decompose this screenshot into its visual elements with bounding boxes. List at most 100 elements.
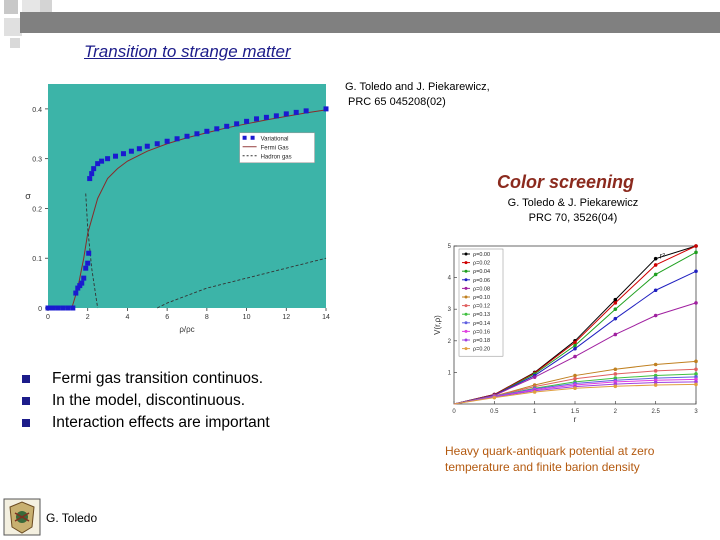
series-point: [573, 340, 577, 345]
legend-label: ρ=0.14: [473, 321, 490, 327]
legend-label: ρ=0.13: [473, 312, 490, 318]
series-point: [694, 359, 698, 364]
variational-point: [95, 161, 101, 167]
series-hadron-gas: [85, 193, 99, 309]
variational-point: [91, 166, 97, 172]
x-tick-label: 4: [125, 314, 129, 321]
series-hadron-gas: [157, 257, 327, 309]
x-tick-label: 3: [694, 409, 698, 415]
series-point: [694, 244, 698, 248]
series-point: [653, 383, 658, 387]
x-tick-label: 1.5: [571, 409, 580, 415]
variational-point: [184, 133, 190, 139]
series-point: [573, 354, 577, 359]
series-point: [653, 373, 658, 378]
legend-label: ρ=0.10: [473, 295, 490, 301]
variational-point: [323, 106, 329, 112]
series-point: [573, 373, 577, 378]
reference-2-line1: G. Toledo & J. Piekarewicz: [507, 197, 639, 209]
y-axis-label: V(r,ρ): [433, 315, 442, 335]
potential-chart: 0 0.5 1 1.5 2 2.5 312345rV(r,ρ)r²ρ=0.00ρ=0.02ρ…: [433, 244, 698, 424]
variational-point: [65, 305, 71, 311]
series-point: [653, 256, 658, 261]
variational-point: [263, 114, 269, 120]
legend-marker: [464, 321, 468, 325]
variational-point: [273, 113, 279, 119]
y-tick-label: 3: [448, 307, 452, 313]
legend-label: ρ=0.08: [473, 286, 490, 292]
y-tick-label: 0.2: [32, 206, 42, 213]
x-axis-label: ρ/ρc: [179, 325, 194, 334]
variational-point: [70, 305, 76, 311]
variational-point: [105, 156, 111, 162]
series-point: [613, 316, 618, 321]
variational-point: [293, 109, 299, 115]
figure-caption: Heavy quark-antiquark potential at zero …: [445, 444, 655, 474]
legend-marker: [464, 252, 468, 256]
x-tick-label: 1: [533, 409, 537, 415]
series-point: [694, 375, 698, 379]
variational-point: [45, 305, 51, 311]
series-point: [694, 380, 698, 384]
series-point: [613, 384, 618, 389]
variational-point: [85, 260, 91, 266]
legend-label: ρ=0.12: [473, 304, 490, 310]
series-point: [653, 369, 658, 373]
series-point: [653, 272, 658, 277]
variational-point: [174, 136, 180, 142]
series-point: [653, 263, 658, 267]
color-screening-title: Color screening: [497, 172, 635, 192]
variational-point: [128, 148, 134, 154]
series-point: [613, 372, 618, 376]
series-point: [694, 269, 698, 274]
variational-point: [86, 250, 92, 256]
x-tick-label: 8: [205, 314, 209, 321]
variational-point: [89, 171, 95, 177]
y-tick-label: 0: [38, 306, 42, 313]
y-tick-label: 0.3: [32, 157, 42, 164]
variational-point: [254, 116, 259, 122]
series-point: [694, 382, 698, 387]
series-point: [653, 288, 658, 293]
x-tick-label: 12: [282, 314, 290, 321]
series-point: [532, 375, 537, 379]
reference-1-line2: PRC 65 045208(02): [348, 96, 446, 108]
reference-2-line2: PRC 70, 3526(04): [528, 212, 618, 224]
bullet-item: Interaction effects are important: [22, 412, 270, 434]
reference-2: G. Toledo & J. Piekarewicz PRC 70, 3526(…: [493, 196, 653, 226]
series-point: [532, 390, 537, 394]
legend-marker: [464, 261, 468, 265]
series-fermi-gas: [71, 109, 327, 309]
variational-point: [73, 290, 79, 296]
x-tick-label: 0: [46, 314, 50, 321]
variational-point: [120, 151, 126, 157]
variational-point: [194, 131, 200, 137]
university-seal-icon: [3, 498, 41, 536]
bullet-square-icon: [22, 375, 30, 383]
variational-point: [136, 146, 142, 152]
variational-point: [99, 158, 105, 164]
y-axis-label: σ: [25, 191, 31, 201]
legend-box: [458, 248, 504, 357]
variational-point: [55, 305, 61, 311]
legend-label: ρ=0.18: [473, 338, 490, 344]
variational-point: [303, 108, 309, 114]
variational-point: [144, 143, 150, 149]
variational-point: [60, 305, 66, 311]
variational-point: [113, 153, 119, 159]
bullet-list: Fermi gas transition continuos. In the m…: [22, 368, 270, 434]
x-tick-label: 2.5: [651, 409, 660, 415]
legend-marker: [464, 338, 468, 342]
series-point: [613, 367, 618, 372]
x-tick-label: 2: [614, 409, 618, 415]
legend-marker: [242, 135, 247, 140]
x-tick-label: 0: [452, 409, 456, 415]
legend-marker: [250, 135, 255, 140]
series-point: [573, 343, 577, 348]
bullet-item: In the model, discontinuous.: [22, 390, 270, 412]
legend-marker: [464, 329, 468, 333]
bullet-square-icon: [22, 397, 30, 405]
bullet-item: Fermi gas transition continuos.: [22, 368, 270, 390]
series-point: [613, 332, 618, 337]
y-tick-label: 4: [448, 276, 452, 282]
